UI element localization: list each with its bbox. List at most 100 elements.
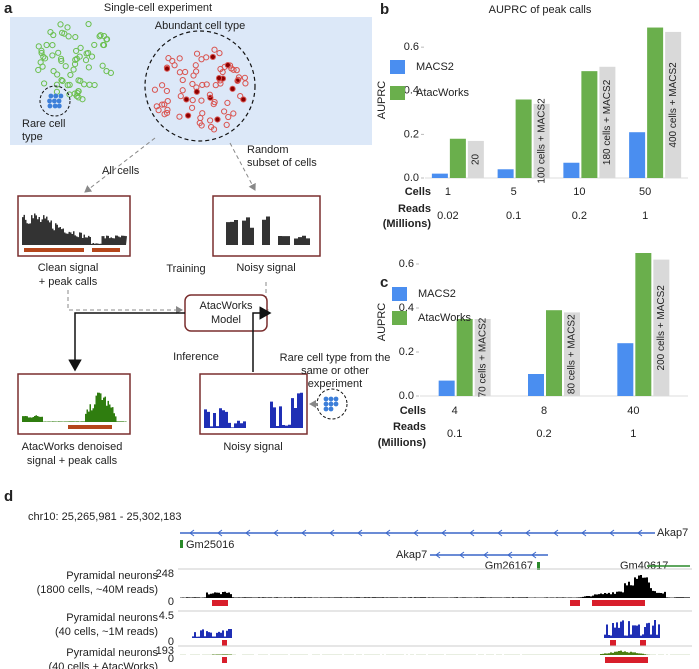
clean-label: Clean signal — [38, 262, 99, 274]
rare-label: type — [22, 131, 43, 143]
legend-label: AtacWorks — [418, 312, 471, 324]
gene-block — [180, 540, 183, 548]
bar — [617, 343, 634, 396]
cell — [66, 91, 73, 98]
legend-label: MACS2 — [418, 288, 456, 300]
peak-call — [212, 600, 228, 606]
gene-chevron — [497, 529, 503, 537]
track-signal — [180, 620, 690, 638]
cell — [58, 29, 66, 36]
training-label: Training — [166, 263, 205, 275]
rare-cell — [47, 103, 53, 109]
cell — [59, 77, 66, 85]
cell — [163, 87, 170, 95]
legend-swatch — [390, 60, 405, 74]
cell — [159, 101, 166, 108]
rare-cell — [56, 98, 62, 104]
peak-call — [92, 248, 120, 252]
panel-letter: a — [4, 0, 13, 17]
arrow — [229, 142, 256, 191]
bar-label: 70 cells + MACS2 — [477, 317, 488, 397]
x-tick-label: 10 — [573, 186, 585, 198]
track-min: 0 — [168, 653, 174, 665]
chart-title: AUPRC of peak calls — [489, 4, 592, 16]
legend-swatch — [392, 311, 407, 325]
peak-call — [68, 425, 112, 429]
region-label: chr10: 25,265,981 - 25,302,183 — [28, 511, 182, 523]
cell — [54, 71, 61, 78]
reads-label: 0.1 — [506, 210, 521, 222]
bar — [599, 66, 616, 178]
random-subset-label: subset of cells — [247, 157, 317, 169]
cell — [43, 41, 50, 49]
cell — [103, 36, 110, 43]
cell — [41, 80, 48, 87]
x-tick-label: 8 — [541, 405, 547, 417]
bar-label: 80 cells + MACS2 — [567, 314, 578, 394]
y-tick-label: 0.0 — [399, 390, 414, 402]
noisy-signal — [226, 216, 310, 245]
gene-chevron — [531, 551, 537, 559]
legend-swatch — [390, 86, 405, 100]
cell — [73, 47, 80, 55]
gene-label: Akap7 — [657, 527, 688, 539]
rare-cell — [333, 401, 339, 407]
rare-input-label: Rare cell type from the — [280, 352, 391, 364]
gene-chevron — [329, 529, 335, 537]
gene-chevron — [441, 529, 447, 537]
cell — [177, 93, 184, 100]
cell — [57, 21, 64, 28]
bar-label: 180 cells + MACS2 — [602, 79, 613, 165]
cell — [107, 69, 114, 76]
arrow — [252, 306, 272, 372]
cell — [50, 68, 57, 75]
cell — [216, 50, 223, 57]
all-cells-label: All cells — [102, 165, 140, 177]
cell — [47, 29, 54, 36]
rare-cell — [328, 401, 334, 407]
y-tick-label: 0.2 — [399, 346, 414, 358]
cell — [35, 43, 42, 50]
cell — [67, 71, 74, 79]
row-label: (Millions) — [378, 437, 427, 449]
peak-call — [24, 248, 84, 252]
cell — [82, 57, 90, 64]
reads-label: 0.02 — [437, 210, 458, 222]
cell — [161, 101, 168, 108]
cell — [199, 110, 206, 117]
gene-label: Gm25016 — [186, 539, 234, 551]
bar — [581, 71, 598, 178]
bar — [533, 103, 550, 178]
model-label: AtacWorks — [200, 300, 253, 312]
cell — [75, 94, 82, 101]
y-tick-label: 0.4 — [404, 85, 419, 97]
y-axis-label: AUPRC — [376, 303, 388, 342]
cell — [100, 41, 107, 49]
cell — [66, 81, 73, 89]
row-label: Cells — [400, 405, 426, 417]
rare-outline — [316, 388, 348, 420]
cell — [217, 65, 224, 73]
gene-chevron — [553, 529, 559, 537]
y-tick-label: 0.4 — [399, 302, 414, 314]
cell — [57, 55, 65, 62]
rare-cell — [328, 396, 334, 402]
track-signal — [180, 650, 690, 655]
rare-cell — [52, 103, 58, 109]
rare-outline — [39, 85, 71, 117]
track-min: 0 — [168, 596, 174, 608]
cell — [72, 33, 79, 41]
row-label: Reads — [398, 203, 431, 215]
experiment-title: Single-cell experiment — [104, 2, 212, 14]
gene-chevron — [637, 529, 643, 537]
cell — [155, 107, 162, 114]
reads-label: 1 — [642, 210, 648, 222]
cell — [171, 62, 178, 69]
bar-label: 20 — [471, 153, 482, 165]
denoised-label: AtacWorks denoised — [22, 441, 123, 453]
cell — [37, 59, 44, 66]
peak-call — [222, 657, 227, 663]
cell — [163, 109, 171, 117]
cell — [223, 121, 230, 129]
legend-label: MACS2 — [416, 61, 454, 73]
